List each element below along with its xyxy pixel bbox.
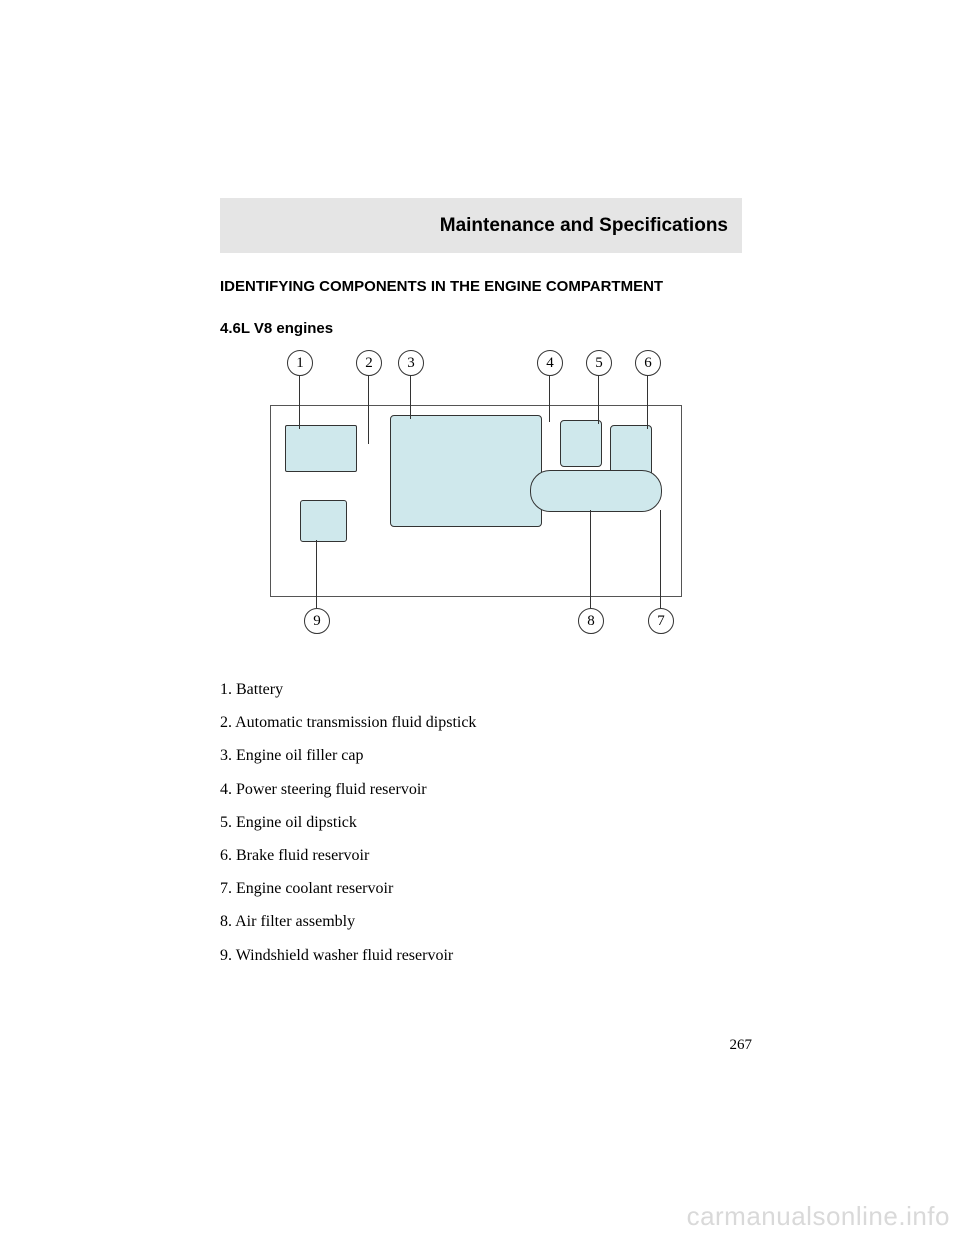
legend-item-2: 2. Automatic transmission fluid dipstick (220, 713, 476, 732)
legend-item-9: 9. Windshield washer fluid reservoir (220, 946, 476, 965)
legend-item-8: 8. Air filter assembly (220, 912, 476, 931)
callout-4: 4 (537, 350, 563, 376)
lead-1 (299, 374, 300, 429)
lead-6 (647, 374, 648, 429)
lead-4 (549, 374, 550, 422)
legend-list: 1. Battery 2. Automatic transmission flu… (220, 680, 476, 979)
callout-7: 7 (648, 608, 674, 634)
callout-5: 5 (586, 350, 612, 376)
lead-9 (316, 540, 317, 608)
intake-tube-shape (530, 470, 662, 512)
legend-item-1: 1. Battery (220, 680, 476, 699)
callout-3: 3 (398, 350, 424, 376)
header-title: Maintenance and Specifications (440, 215, 728, 237)
legend-item-7: 7. Engine coolant reservoir (220, 879, 476, 898)
header-bar: Maintenance and Specifications (220, 198, 742, 253)
section-heading: IDENTIFYING COMPONENTS IN THE ENGINE COM… (220, 278, 663, 295)
callout-1: 1 (287, 350, 313, 376)
legend-item-4: 4. Power steering fluid reservoir (220, 780, 476, 799)
battery-shape (285, 425, 357, 472)
lead-7 (660, 510, 661, 608)
lead-5 (598, 374, 599, 424)
legend-item-5: 5. Engine oil dipstick (220, 813, 476, 832)
reservoir-shape-1 (560, 420, 602, 467)
engine-subheading: 4.6L V8 engines (220, 320, 333, 337)
lead-8 (590, 510, 591, 608)
engine-diagram: 1 2 3 4 5 6 9 8 7 (260, 350, 690, 650)
watermark: carmanualsonline.info (687, 1201, 950, 1232)
callout-9: 9 (304, 608, 330, 634)
lead-2 (368, 374, 369, 444)
legend-item-3: 3. Engine oil filler cap (220, 746, 476, 765)
lead-3 (410, 374, 411, 419)
page: Maintenance and Specifications IDENTIFYI… (0, 0, 960, 1242)
callout-6: 6 (635, 350, 661, 376)
washer-reservoir-shape (300, 500, 347, 542)
legend-item-6: 6. Brake fluid reservoir (220, 846, 476, 865)
engine-block-shape (390, 415, 542, 527)
page-number: 267 (730, 1037, 753, 1054)
callout-2: 2 (356, 350, 382, 376)
callout-8: 8 (578, 608, 604, 634)
